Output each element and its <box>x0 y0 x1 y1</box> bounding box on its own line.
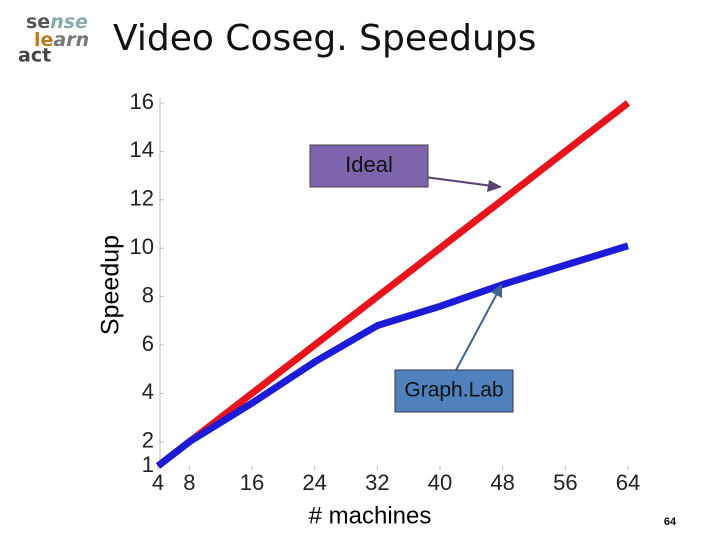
svg-text:learn: learn <box>34 29 89 51</box>
x-tick-label: 56 <box>553 470 577 495</box>
chart-title: Video Coseg. Speedups <box>113 18 536 59</box>
x-tick-label: 40 <box>428 470 452 495</box>
annotation: Ideal <box>345 152 393 177</box>
svg-text:sense: sense <box>26 11 88 33</box>
logo-text: se <box>26 11 50 33</box>
x-tick-label: 16 <box>240 470 264 495</box>
arrow <box>454 287 501 373</box>
series-line <box>155 242 630 469</box>
y-tick-label: 6 <box>142 331 154 356</box>
page-number: 64 <box>664 516 677 528</box>
x-tick-label: 8 <box>183 470 195 495</box>
y-tick-label: 2 <box>142 428 154 453</box>
y-axis-label: Speedup <box>97 235 125 335</box>
y-tick-label: 1 <box>142 452 154 477</box>
annotation: Graph.Lab <box>404 379 503 402</box>
logo: sense learn act <box>18 11 89 67</box>
x-tick-label: 32 <box>365 470 389 495</box>
logo-text: le <box>34 29 53 51</box>
logo-text: act <box>18 45 51 67</box>
x-tick-label: 4 <box>152 470 164 495</box>
x-tick-label: 24 <box>302 470 326 495</box>
x-axis-label: # machines <box>309 502 432 529</box>
arrowhead <box>491 284 502 298</box>
y-tick-label: 16 <box>130 89 154 114</box>
logo-text: arn <box>53 29 89 51</box>
arrowhead <box>487 180 502 192</box>
y-tick-label: 4 <box>142 379 154 404</box>
x-tick-label: 48 <box>490 470 514 495</box>
y-tick-label: 14 <box>130 137 154 162</box>
y-tick-label: 8 <box>142 282 154 307</box>
x-tick-label: 64 <box>616 470 640 495</box>
logo-text: nse <box>50 11 88 33</box>
y-tick-label: 12 <box>130 186 154 211</box>
annotation-box <box>394 369 514 413</box>
annotation-box <box>309 144 429 188</box>
y-tick-label: 10 <box>130 234 154 259</box>
